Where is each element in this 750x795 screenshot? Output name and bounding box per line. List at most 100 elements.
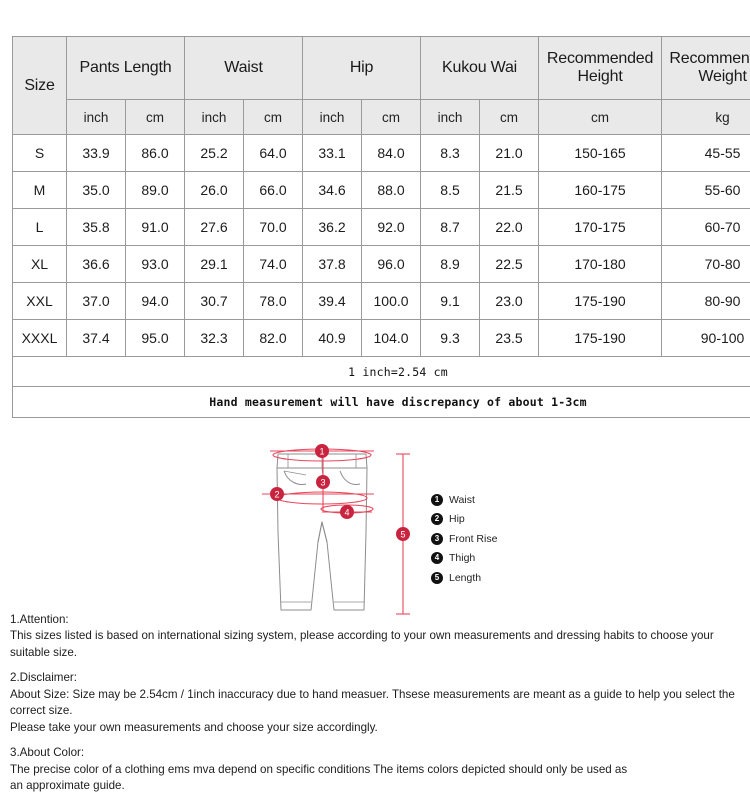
cell-value: 9.1: [421, 283, 480, 320]
cell-value: 40.9: [303, 320, 362, 357]
legend-label: Hip: [449, 513, 465, 525]
cell-value: 39.4: [303, 283, 362, 320]
cell-value: 60-70: [662, 209, 750, 246]
notes-spacer: [10, 736, 745, 745]
cell-value: 34.6: [303, 172, 362, 209]
legend-label: Length: [449, 572, 481, 584]
notes-spacer: [10, 661, 745, 670]
cell-value: 37.0: [67, 283, 126, 320]
column-header-hip: Hip: [303, 37, 421, 100]
disclaimer-title: 2.Disclaimer:: [10, 670, 745, 686]
cell-value: 84.0: [362, 135, 421, 172]
unit-header-height-cm: cm: [539, 100, 662, 135]
cell-value: 175-190: [539, 283, 662, 320]
column-header-size: Size: [13, 37, 67, 135]
legend-bullet-1-icon: 1: [431, 494, 443, 506]
cell-value: 37.8: [303, 246, 362, 283]
marker-label: 1: [319, 447, 324, 457]
cell-value: 95.0: [126, 320, 185, 357]
cell-value: 96.0: [362, 246, 421, 283]
attention-title: 1.Attention:: [10, 612, 745, 628]
table-footer-conversion-row: 1 inch=2.54 cm: [13, 357, 750, 387]
cell-value: 82.0: [244, 320, 303, 357]
diagram-marker-1: 1: [315, 444, 329, 458]
cell-value: 21.5: [480, 172, 539, 209]
cell-value: 33.9: [67, 135, 126, 172]
legend-bullet-4-icon: 4: [431, 552, 443, 564]
cell-value: 70-80: [662, 246, 750, 283]
cell-value: 45-55: [662, 135, 750, 172]
cell-value: 35.0: [67, 172, 126, 209]
cell-value: 94.0: [126, 283, 185, 320]
cell-value: 29.1: [185, 246, 244, 283]
table-row: XXXL 37.4 95.0 32.3 82.0 40.9 104.0 9.3 …: [13, 320, 750, 357]
diagram-marker-4: 4: [340, 505, 354, 519]
cell-value: 93.0: [126, 246, 185, 283]
cell-value: 70.0: [244, 209, 303, 246]
table-row: S 33.9 86.0 25.2 64.0 33.1 84.0 8.3 21.0…: [13, 135, 750, 172]
table-footer-discrepancy-row: Hand measurement will have discrepancy o…: [13, 387, 750, 418]
column-header-kukou-wai: Kukou Wai: [421, 37, 539, 100]
cell-size: S: [13, 135, 67, 172]
unit-header-hip-cm: cm: [362, 100, 421, 135]
cell-value: 36.6: [67, 246, 126, 283]
column-header-recommended-height: Recommended Height: [539, 37, 662, 100]
cell-size: XXL: [13, 283, 67, 320]
diagram-marker-2: 2: [270, 487, 284, 501]
measurement-legend: 1 Waist 2 Hip 3 Front Rise 4 Thigh 5 Len…: [431, 490, 581, 588]
cell-value: 25.2: [185, 135, 244, 172]
cell-value: 35.8: [67, 209, 126, 246]
cell-value: 8.3: [421, 135, 480, 172]
notes-section: 1.Attention: This sizes listed is based …: [10, 612, 745, 795]
cell-value: 26.0: [185, 172, 244, 209]
legend-label: Front Rise: [449, 533, 497, 545]
cell-value: 86.0: [126, 135, 185, 172]
cell-value: 80-90: [662, 283, 750, 320]
attention-body: This sizes listed is based on internatio…: [10, 628, 745, 661]
cell-value: 55-60: [662, 172, 750, 209]
table-header-group-row: Size Pants Length Waist Hip Kukou Wai Re…: [13, 37, 750, 100]
about-color-title: 3.About Color:: [10, 745, 745, 761]
cell-value: 23.0: [480, 283, 539, 320]
cell-value: 9.3: [421, 320, 480, 357]
table-row: XL 36.6 93.0 29.1 74.0 37.8 96.0 8.9 22.…: [13, 246, 750, 283]
marker-label: 4: [344, 508, 349, 518]
unit-header-kukou-wai-inch: inch: [421, 100, 480, 135]
legend-item-waist: 1 Waist: [431, 490, 581, 510]
about-color-body-line-2: an approximate guide.: [10, 778, 745, 794]
cell-value: 23.5: [480, 320, 539, 357]
inch-conversion-note: 1 inch=2.54 cm: [13, 357, 750, 387]
cell-value: 175-190: [539, 320, 662, 357]
cell-size: XL: [13, 246, 67, 283]
cell-value: 104.0: [362, 320, 421, 357]
table-header-unit-row: inch cm inch cm inch cm inch cm cm kg: [13, 100, 750, 135]
unit-header-pants-length-inch: inch: [67, 100, 126, 135]
unit-header-kukou-wai-cm: cm: [480, 100, 539, 135]
legend-item-thigh: 4 Thigh: [431, 549, 581, 569]
legend-label: Thigh: [449, 552, 475, 564]
column-header-waist: Waist: [185, 37, 303, 100]
cell-value: 78.0: [244, 283, 303, 320]
cell-value: 22.5: [480, 246, 539, 283]
cell-value: 150-165: [539, 135, 662, 172]
table-row: M 35.0 89.0 26.0 66.0 34.6 88.0 8.5 21.5…: [13, 172, 750, 209]
disclaimer-body-line-1: About Size: Size may be 2.54cm / 1inch i…: [10, 687, 745, 720]
cell-value: 160-175: [539, 172, 662, 209]
size-chart-table: Size Pants Length Waist Hip Kukou Wai Re…: [12, 36, 750, 418]
cell-value: 30.7: [185, 283, 244, 320]
hand-measurement-note: Hand measurement will have discrepancy o…: [13, 387, 750, 418]
diagram-marker-5: 5: [396, 527, 410, 541]
marker-label: 2: [274, 490, 279, 500]
cell-value: 8.7: [421, 209, 480, 246]
legend-item-length: 5 Length: [431, 568, 581, 588]
unit-header-waist-cm: cm: [244, 100, 303, 135]
about-color-body-line-1: The precise color of a clothing ems mva …: [10, 762, 745, 778]
unit-header-waist-inch: inch: [185, 100, 244, 135]
cell-value: 170-175: [539, 209, 662, 246]
cell-value: 27.6: [185, 209, 244, 246]
cell-size: M: [13, 172, 67, 209]
cell-value: 92.0: [362, 209, 421, 246]
column-header-recommended-weight: Recommended Weight: [662, 37, 750, 100]
table-row: L 35.8 91.0 27.6 70.0 36.2 92.0 8.7 22.0…: [13, 209, 750, 246]
legend-bullet-2-icon: 2: [431, 513, 443, 525]
